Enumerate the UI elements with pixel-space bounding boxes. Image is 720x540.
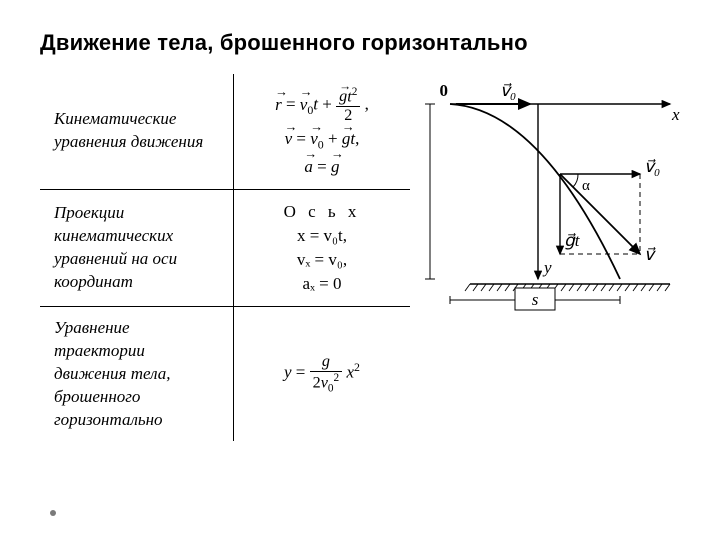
table-row: Кинематические уравнения движения r = v0… bbox=[40, 74, 410, 189]
row2-label: Проекции кинематических уравнений на оси… bbox=[40, 189, 233, 306]
eq-vx: vₓ = v₀, bbox=[297, 250, 347, 270]
axis-heading: О с ь x bbox=[284, 202, 361, 222]
eq-ax: aₓ = 0 bbox=[302, 274, 341, 294]
content: Кинематические уравнения движения r = v0… bbox=[40, 74, 680, 441]
svg-text:y: y bbox=[542, 258, 552, 277]
eq-x: x = v₀t, bbox=[297, 226, 347, 246]
table-row: Уравнение траектории движения тела, брош… bbox=[40, 306, 410, 441]
trajectory-diagram: 0xyv⃗0hsv⃗0g⃗tv⃗α bbox=[420, 74, 680, 319]
formula-table: Кинематические уравнения движения r = v0… bbox=[40, 74, 410, 441]
svg-text:v⃗0: v⃗0 bbox=[500, 81, 516, 103]
svg-text:α: α bbox=[582, 178, 590, 194]
row3-formulas: y = g 2v02 x2 bbox=[233, 306, 410, 441]
diagram-svg: 0xyv⃗0hsv⃗0g⃗tv⃗α bbox=[420, 74, 680, 314]
svg-text:0: 0 bbox=[440, 81, 449, 100]
svg-text:s: s bbox=[532, 290, 539, 309]
svg-text:x: x bbox=[671, 105, 680, 124]
slide-bullet-icon bbox=[50, 510, 56, 516]
svg-text:v⃗0: v⃗0 bbox=[644, 157, 660, 179]
page-title: Движение тела, брошенного горизонтально bbox=[40, 30, 680, 56]
table-row: Проекции кинематических уравнений на оси… bbox=[40, 189, 410, 306]
svg-text:v⃗: v⃗ bbox=[644, 245, 656, 264]
row2-formulas: О с ь x x = v₀t, vₓ = v₀, aₓ = 0 bbox=[233, 189, 410, 306]
svg-text:g⃗t: g⃗t bbox=[564, 231, 581, 250]
row3-label: Уравнение траектории движения тела, брош… bbox=[40, 306, 233, 441]
row1-formulas: r = v0t + gt2 2 , v = v0 + gt, a = g bbox=[233, 74, 410, 189]
row1-label: Кинематические уравнения движения bbox=[40, 74, 233, 189]
